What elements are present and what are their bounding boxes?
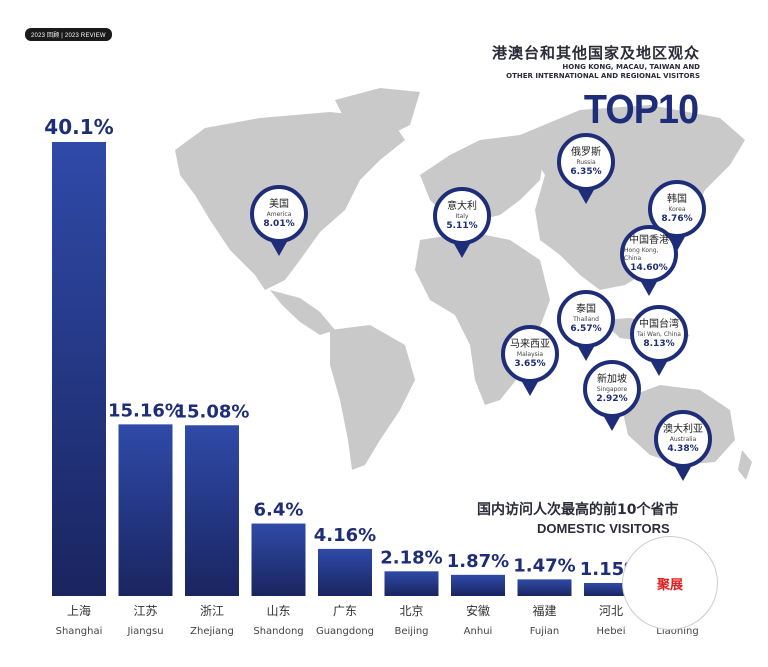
pin-zh: 泰国: [576, 303, 596, 315]
pin-zh: 澳大利亚: [663, 423, 703, 435]
pin-zh: 意大利: [447, 200, 477, 212]
pin-circle: 中国台湾 Tai Wan, China 8.13%: [630, 305, 688, 363]
pin-en: Thailand: [573, 315, 599, 323]
map-pin-thailand: 泰国 Thailand 6.57%: [557, 290, 615, 361]
pin-zh: 中国台湾: [639, 318, 679, 330]
map-title-en-line2: OTHER INTERNATIONAL AND REGIONAL VISITOR…: [506, 72, 700, 80]
pin-circle: 美国 America 8.01%: [250, 185, 308, 243]
pin-circle: 俄罗斯 Russia 6.35%: [557, 133, 615, 191]
map-pin-singapore: 新加坡 Singapore 2.92%: [583, 360, 641, 431]
pin-circle: 马来西亚 Malaysia 3.65%: [501, 325, 559, 383]
pin-en: Korea: [668, 205, 686, 213]
pin-pct: 5.11%: [446, 220, 478, 231]
domestic-title-zh: 国内访问人次最高的前10个省市: [477, 502, 679, 518]
map-greenland: [335, 88, 420, 140]
pin-en: Hong Kong, China: [624, 246, 659, 262]
pin-zh: 美国: [269, 198, 289, 210]
juzhan-watermark: 聚展: [622, 536, 718, 630]
map-pin-malaysia: 马来西亚 Malaysia 3.65%: [501, 325, 559, 396]
pin-pct: 4.38%: [667, 443, 699, 454]
pin-pointer: [577, 345, 595, 361]
pin-zh: 韩国: [667, 193, 687, 205]
pin-pct: 8.76%: [661, 213, 693, 224]
pin-zh: 中国香港: [629, 234, 669, 246]
pin-en: Russia: [576, 158, 596, 166]
map-central-america: [270, 290, 335, 335]
map-pin-america: 美国 America 8.01%: [250, 185, 308, 256]
pin-pct: 2.92%: [596, 393, 628, 404]
map-pin-hong-kong-china: 中国香港 Hong Kong, China 14.60%: [620, 225, 678, 296]
watermark-text: 聚展: [656, 577, 683, 593]
pin-pct: 8.13%: [643, 338, 675, 349]
map-south-america: [330, 325, 415, 470]
pin-pct: 3.65%: [514, 358, 546, 369]
map-pin-tai-wan-china: 中国台湾 Tai Wan, China 8.13%: [630, 305, 688, 376]
pin-en: Australia: [669, 435, 697, 443]
pin-pointer: [640, 280, 658, 296]
domestic-title-en: DOMESTIC VISITORS: [537, 521, 670, 536]
pin-pct: 6.57%: [570, 323, 602, 334]
pin-zh: 新加坡: [597, 373, 627, 385]
top10-heading: TOP10: [583, 86, 699, 132]
map-title-en: HONG KONG, MACAU, TAIWAN AND OTHER INTER…: [440, 63, 700, 81]
pin-pointer: [521, 380, 539, 396]
map-new-zealand: [738, 450, 752, 480]
pin-en: Italy: [455, 212, 469, 220]
report-badge: 2023 回顾 | 2023 REVIEW: [25, 28, 112, 41]
pin-circle: 泰国 Thailand 6.57%: [557, 290, 615, 348]
pin-zh: 马来西亚: [510, 338, 550, 350]
map-title-zh: 港澳台和其他国家及地区观众: [491, 44, 700, 62]
pin-pointer: [603, 415, 621, 431]
pin-en: Malaysia: [516, 350, 544, 358]
pin-pointer: [674, 465, 692, 481]
pin-pointer: [577, 188, 595, 204]
map-title-en-line1: HONG KONG, MACAU, TAIWAN AND: [562, 63, 700, 71]
pin-pointer: [650, 360, 668, 376]
pin-en: Singapore: [596, 385, 628, 393]
pin-circle: 意大利 Italy 5.11%: [433, 187, 491, 245]
pin-pct: 8.01%: [263, 218, 295, 229]
pin-pointer: [453, 242, 471, 258]
map-pin-russia: 俄罗斯 Russia 6.35%: [557, 133, 615, 204]
pin-pointer: [270, 240, 288, 256]
pin-circle: 中国香港 Hong Kong, China 14.60%: [620, 225, 678, 283]
pin-zh: 俄罗斯: [571, 146, 601, 158]
pin-pct: 14.60%: [630, 262, 668, 273]
pin-pct: 6.35%: [570, 166, 602, 177]
pin-en: Tai Wan, China: [637, 330, 681, 338]
pin-circle: 新加坡 Singapore 2.92%: [583, 360, 641, 418]
pin-en: America: [266, 210, 292, 218]
map-pin-italy: 意大利 Italy 5.11%: [433, 187, 491, 258]
pin-circle: 澳大利亚 Australia 4.38%: [654, 410, 712, 468]
map-pin-australia: 澳大利亚 Australia 4.38%: [654, 410, 712, 481]
